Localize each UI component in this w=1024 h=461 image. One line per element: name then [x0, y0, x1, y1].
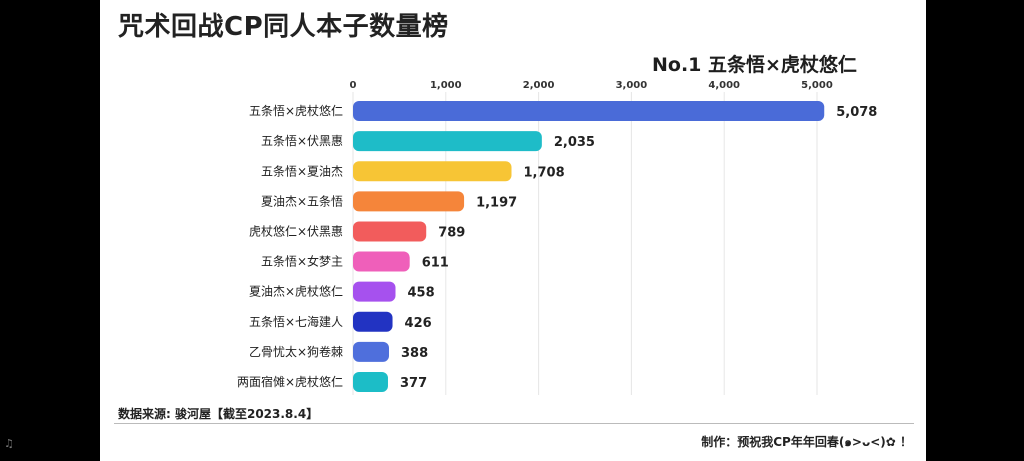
tick-label: 3,000 [616, 80, 648, 91]
value-label: 789 [438, 225, 465, 240]
category-label: 两面宿傩×虎杖悠仁 [237, 374, 343, 389]
video-frame: 咒术回战CP同人本子数量榜 No.1 五条悟×虎杖悠仁 0 1,000 2,000 3… [100, 0, 926, 461]
category-label: 夏油杰×五条悟 [261, 193, 343, 208]
bar [353, 281, 396, 302]
category-label: 夏油杰×虎杖悠仁 [249, 284, 343, 299]
leader-label: No.1 五条悟×虎杖悠仁 [652, 54, 857, 76]
music-note-icon: ♫ [4, 437, 14, 450]
value-label: 458 [408, 286, 435, 301]
tick-label: 2,000 [523, 80, 555, 91]
bar [353, 311, 393, 332]
tick-label: 1,000 [430, 80, 462, 91]
bar [353, 131, 542, 152]
value-label: 5,078 [836, 105, 877, 120]
tick-label: 5,000 [801, 80, 833, 91]
category-label: 五条悟×七海建人 [249, 314, 343, 329]
credit-text: 制作：预祝我CP年年回春(๑>ᴗ<)✿ ！ [701, 435, 912, 449]
value-label: 1,708 [524, 165, 565, 180]
bar [353, 221, 427, 242]
tick-label: 4,000 [708, 80, 740, 91]
data-source: 数据来源: 骏河屋【截至2023.8.4】 [118, 407, 319, 421]
value-label: 377 [400, 376, 427, 391]
bar [353, 191, 465, 212]
category-label: 乙骨忧太×狗卷棘 [249, 344, 343, 359]
value-label: 426 [405, 316, 432, 331]
value-label: 611 [422, 256, 449, 271]
category-label: 五条悟×虎杖悠仁 [249, 103, 343, 118]
value-label: 1,197 [476, 195, 517, 210]
bar [353, 371, 388, 392]
chart-title: 咒术回战CP同人本子数量榜 [118, 12, 449, 42]
footer-divider [114, 423, 914, 424]
category-label: 五条悟×伏黑惠 [261, 133, 343, 148]
category-label: 五条悟×夏油杰 [261, 163, 343, 178]
bar [353, 161, 512, 182]
bar [353, 251, 410, 272]
value-label: 2,035 [554, 135, 595, 150]
bar-chart: 0 1,000 2,000 3,000 4,000 5,000 五条悟×虎杖悠仁 5,078 五… [237, 80, 877, 395]
category-label: 虎杖悠仁×伏黑惠 [249, 223, 343, 238]
bar [353, 101, 825, 122]
tick-label: 0 [350, 80, 357, 91]
category-label: 五条悟×女梦主 [261, 254, 343, 269]
bar [353, 341, 390, 362]
value-label: 388 [401, 346, 428, 361]
